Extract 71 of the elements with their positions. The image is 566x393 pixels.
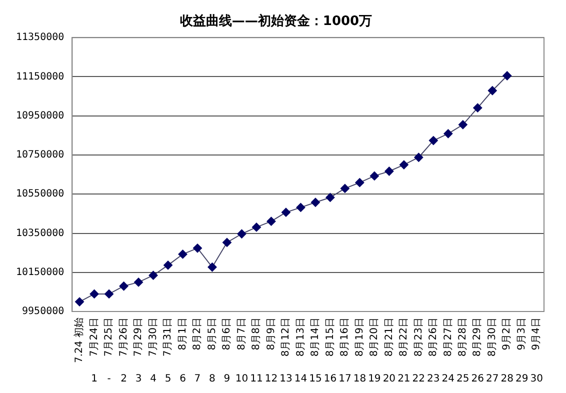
point <box>355 178 364 188</box>
category-label: 7月30日 4 <box>148 318 159 385</box>
category-label: 8月1日 6 <box>177 318 188 385</box>
point <box>134 278 144 287</box>
point <box>75 297 84 306</box>
point <box>90 289 99 298</box>
y-tick-label: 9950000 <box>22 306 64 318</box>
category-label: 8月2日 7 <box>192 318 204 385</box>
category-label: 9月2日 28 <box>500 318 514 385</box>
point <box>148 270 158 280</box>
category-label: 8月9日 12 <box>264 318 278 385</box>
category-label: 7月26日 2 <box>118 318 130 385</box>
point <box>414 152 424 162</box>
category-label: 8月8日 11 <box>250 318 263 385</box>
category-label: 8月26日 23 <box>427 318 440 385</box>
y-tick-label: 10350000 <box>16 228 64 239</box>
point <box>458 120 468 130</box>
point <box>222 238 232 247</box>
category-label: 8月19日 18 <box>353 318 366 385</box>
category-label: 8月30日 27 <box>486 318 499 385</box>
y-tick-label: 11150000 <box>16 71 64 82</box>
category-label: 8月22日 21 <box>398 318 410 385</box>
point <box>281 208 290 217</box>
y-tick-label: 10950000 <box>16 110 64 122</box>
point <box>428 136 438 146</box>
y-tick-label: 10550000 <box>16 188 64 200</box>
y-tick-label: 11350000 <box>16 32 64 44</box>
category-label: 9月3日 29 <box>516 318 528 385</box>
category-label: 8月27日 24 <box>442 318 455 385</box>
point <box>473 103 482 112</box>
category-label: 7月29日 3 <box>133 318 144 385</box>
point <box>178 250 188 259</box>
point <box>266 216 276 226</box>
category-label: 9月4日 30 <box>530 318 543 385</box>
point <box>164 260 173 270</box>
point <box>340 184 350 193</box>
point <box>252 222 261 232</box>
y-tick-label: 10150000 <box>16 267 64 278</box>
y-tick-label: 10750000 <box>16 150 64 161</box>
point <box>296 202 306 212</box>
point <box>502 71 512 80</box>
chart-title: 收益曲线——初始资金：1000万 <box>180 13 372 30</box>
category-label: 7月24日 1 <box>88 318 100 385</box>
category-label: 8月12日 13 <box>280 318 292 385</box>
point <box>310 198 320 207</box>
point <box>208 262 217 272</box>
x-tick-label: 7.24 初始 <box>73 318 86 364</box>
point <box>237 229 246 238</box>
category-label: 8月21日 20 <box>382 318 396 385</box>
category-label: 8月7日 10 <box>235 318 248 385</box>
point <box>326 192 335 202</box>
point <box>370 171 379 180</box>
category-label: 7月25日 - <box>104 318 115 385</box>
category-label: 8月14日 15 <box>309 318 322 385</box>
category-label: 8月29日 26 <box>471 318 484 385</box>
category-label: 8月13日 14 <box>294 318 308 385</box>
category-label: 8月16日 17 <box>338 318 352 385</box>
point <box>384 166 394 176</box>
point <box>444 129 453 138</box>
category-label: 7月31日 5 <box>162 318 174 385</box>
point <box>119 282 128 291</box>
point <box>192 244 202 253</box>
category-label: 8月28日 25 <box>456 318 470 385</box>
point <box>399 160 408 170</box>
point <box>104 289 114 298</box>
category-label: 8月20日 19 <box>368 318 381 385</box>
category-label: 8月5日 8 <box>206 318 218 385</box>
point <box>488 86 497 96</box>
category-label: 8月15日 16 <box>324 318 337 385</box>
category-label: 8月23日 22 <box>412 318 426 385</box>
category-label: 8月6日 9 <box>222 318 233 385</box>
